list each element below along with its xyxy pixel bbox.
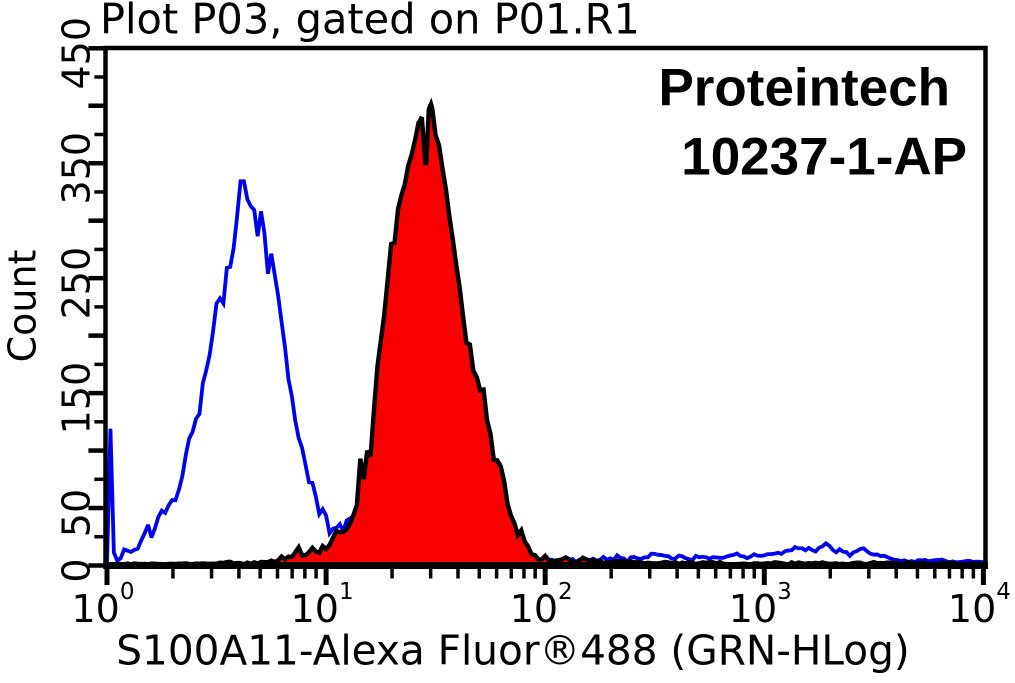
y-tick-label: 50 — [55, 489, 99, 537]
y-tick-label: 450 — [55, 17, 99, 90]
axis-tick-labels: 0 50 150 250 350 450 100 101 102 103 104 — [55, 17, 1011, 631]
x-tick-label: 103 — [729, 579, 792, 631]
annotation-catalog-number: 10237-1-AP — [681, 128, 967, 187]
y-axis-label: Count — [1, 250, 45, 363]
x-tick-label: 102 — [510, 579, 573, 631]
x-tick-label: 104 — [948, 579, 1011, 631]
y-tick-label: 150 — [55, 362, 99, 435]
chart-title: Plot P03, gated on P01.R1 — [100, 0, 640, 44]
x-axis-label: S100A11-Alexa Fluor®488 (GRN-HLog) — [116, 627, 909, 675]
axis-ticks — [88, 46, 986, 585]
plot-frame — [103, 45, 988, 569]
annotation-brand-name: Proteintech — [658, 59, 950, 118]
y-tick-label: 0 — [55, 558, 99, 582]
y-tick-label: 250 — [55, 247, 99, 320]
x-tick-label: 101 — [291, 579, 354, 631]
x-tick-label: 100 — [72, 579, 135, 631]
y-tick-label: 350 — [55, 132, 99, 205]
